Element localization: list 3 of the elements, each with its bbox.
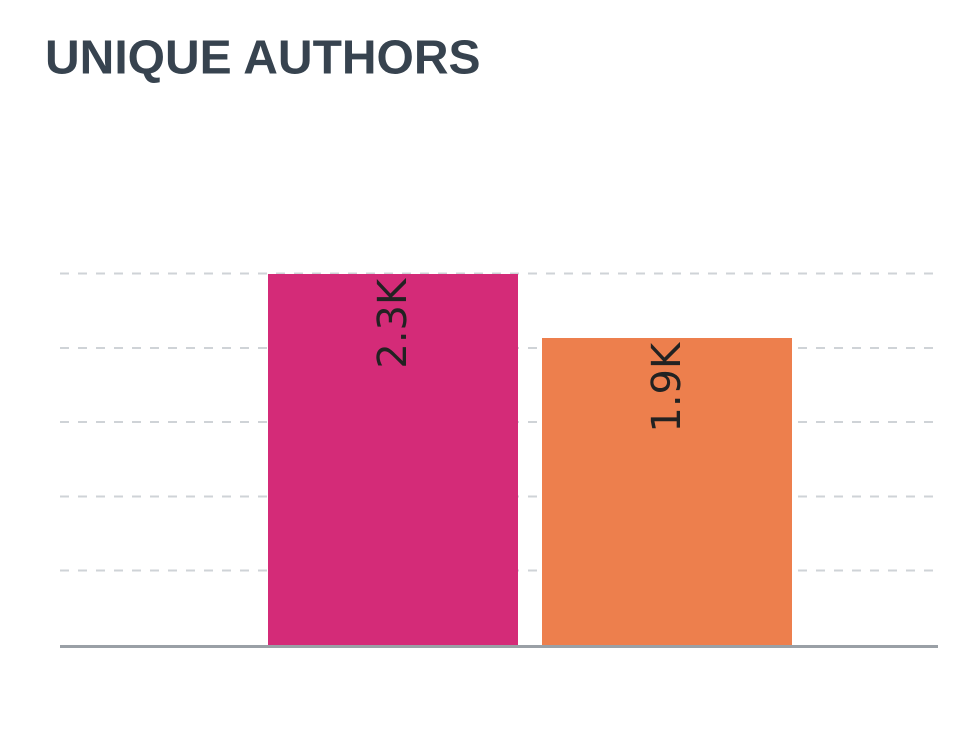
chart-title: UNIQUE AUTHORS — [45, 32, 481, 85]
data-label: 2.3K — [370, 277, 416, 369]
data-label: 1.9K — [644, 341, 690, 433]
